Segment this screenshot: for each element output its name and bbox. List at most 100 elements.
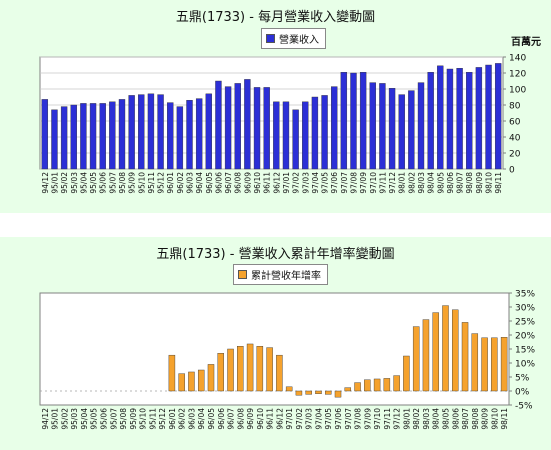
growth-xtick-label: 96/01 [168, 408, 177, 430]
revenue-bar [466, 71, 473, 170]
growth-xtick-label: 97/02 [295, 408, 304, 430]
revenue-xtick-label: 96/04 [195, 172, 204, 194]
growth-ytick-label: 20% [515, 332, 535, 342]
revenue-xtick-label: 96/06 [214, 172, 223, 194]
revenue-xtick-label: 98/02 [407, 172, 416, 194]
growth-bar [197, 369, 205, 392]
revenue-xtick-label: 98/06 [446, 172, 455, 194]
growth-bar [412, 326, 420, 392]
growth-xtick-label: 95/09 [129, 408, 138, 430]
revenue-bar [417, 82, 425, 170]
revenue-bar [321, 95, 328, 170]
growth-ytick-label: 30% [515, 304, 535, 314]
revenue-xtick-label: 97/01 [282, 172, 291, 194]
revenue-bar [263, 87, 270, 170]
growth-bar [168, 354, 176, 392]
revenue-xtick-label: 95/12 [157, 172, 166, 194]
growth-bar [491, 337, 498, 392]
growth-bar [334, 390, 342, 398]
growth-xtick-label: 96/07 [227, 408, 236, 430]
revenue-bar [253, 87, 261, 170]
revenue-xtick-label: 96/01 [166, 172, 175, 194]
growth-xtick-label: 95/04 [80, 408, 89, 430]
growth-bar [256, 345, 264, 392]
growth-xtick-label: 96/12 [275, 408, 284, 430]
revenue-xtick-label: 97/06 [330, 172, 339, 194]
growth-chart-panel: 五鼎(1733) - 營業收入累計年增率變動圖 累計營收年增率 -5% 0% 5% 1… [0, 237, 551, 450]
revenue-bar [456, 67, 463, 170]
revenue-ytick-label: 60 [509, 118, 521, 128]
revenue-xtick-label: 95/07 [108, 172, 117, 194]
growth-bar [364, 379, 371, 392]
growth-xtick-label: 97/01 [285, 408, 294, 430]
revenue-bar [215, 80, 222, 170]
revenue-legend-swatch [266, 34, 275, 43]
revenue-bar [244, 79, 251, 170]
growth-xtick-label: 97/11 [383, 408, 392, 430]
growth-xtick-label: 95/12 [158, 408, 167, 430]
revenue-xtick-label: 98/11 [494, 172, 503, 194]
growth-xtick-label: 96/06 [217, 408, 226, 430]
growth-plot-area [39, 292, 510, 406]
growth-bar [217, 352, 224, 392]
revenue-bar [51, 109, 58, 170]
revenue-xtick-label: 95/09 [128, 172, 137, 194]
growth-xtick-label: 96/04 [197, 408, 206, 430]
growth-xtick-label: 96/08 [236, 408, 245, 430]
revenue-bar [273, 101, 280, 170]
revenue-bar [408, 90, 415, 170]
revenue-xtick-label: 95/04 [79, 172, 88, 194]
growth-xtick-label: 95/03 [70, 408, 79, 430]
revenue-xtick-label: 96/10 [253, 172, 262, 194]
revenue-bar [446, 68, 454, 170]
revenue-bar [311, 96, 319, 170]
revenue-bar [379, 83, 386, 170]
revenue-xtick-label: 98/04 [427, 172, 436, 194]
revenue-xtick-label: 95/05 [89, 172, 98, 194]
revenue-bar [331, 86, 338, 170]
revenue-ytick-label: 100 [509, 86, 526, 96]
growth-xtick-label: 97/10 [373, 408, 382, 430]
growth-xtick-label: 95/08 [119, 408, 128, 430]
growth-ytick-label: -5% [515, 402, 533, 412]
revenue-xtick-label: 96/12 [272, 172, 281, 194]
revenue-xtick-label: 96/09 [243, 172, 252, 194]
revenue-bar [340, 71, 348, 170]
revenue-bar [186, 99, 193, 170]
revenue-ytick-label: 20 [509, 150, 521, 160]
revenue-xtick-label: 96/07 [224, 172, 233, 194]
growth-bar [276, 354, 283, 392]
revenue-bar [359, 71, 367, 170]
growth-xtick-label: 95/05 [90, 408, 99, 430]
growth-legend: 累計營收年增率 [233, 264, 328, 285]
growth-xtick-label: 97/07 [344, 408, 353, 430]
growth-xtick-label: 98/01 [402, 408, 411, 430]
growth-xtick-label: 96/05 [207, 408, 216, 430]
growth-bar [344, 387, 352, 392]
growth-xtick-label: 98/06 [451, 408, 460, 430]
revenue-bar [41, 99, 49, 170]
growth-xtick-label: 95/07 [109, 408, 118, 430]
revenue-xtick-label: 98/07 [456, 172, 465, 194]
growth-xtick-label: 96/09 [246, 408, 255, 430]
growth-bar [237, 345, 244, 392]
revenue-ytick-label: 80 [509, 102, 521, 112]
revenue-xtick-label: 98/05 [436, 172, 445, 194]
revenue-xtick-label: 97/08 [349, 172, 358, 194]
growth-bar [452, 309, 459, 392]
growth-bar [315, 390, 322, 394]
growth-xtick-label: 97/12 [393, 408, 402, 430]
growth-ytick-label: 10% [515, 360, 535, 370]
growth-xtick-label: 98/05 [441, 408, 450, 430]
revenue-bar [89, 103, 97, 170]
revenue-bar [369, 82, 376, 170]
revenue-bar [157, 94, 164, 170]
revenue-xtick-label: 95/10 [137, 172, 146, 194]
revenue-legend-label: 營業收入 [279, 35, 319, 46]
revenue-bar [292, 109, 299, 170]
revenue-xtick-label: 96/02 [176, 172, 185, 194]
revenue-xtick-label: 97/05 [321, 172, 330, 194]
growth-bar [227, 348, 234, 392]
revenue-bar [80, 103, 87, 170]
revenue-bar [99, 103, 106, 170]
